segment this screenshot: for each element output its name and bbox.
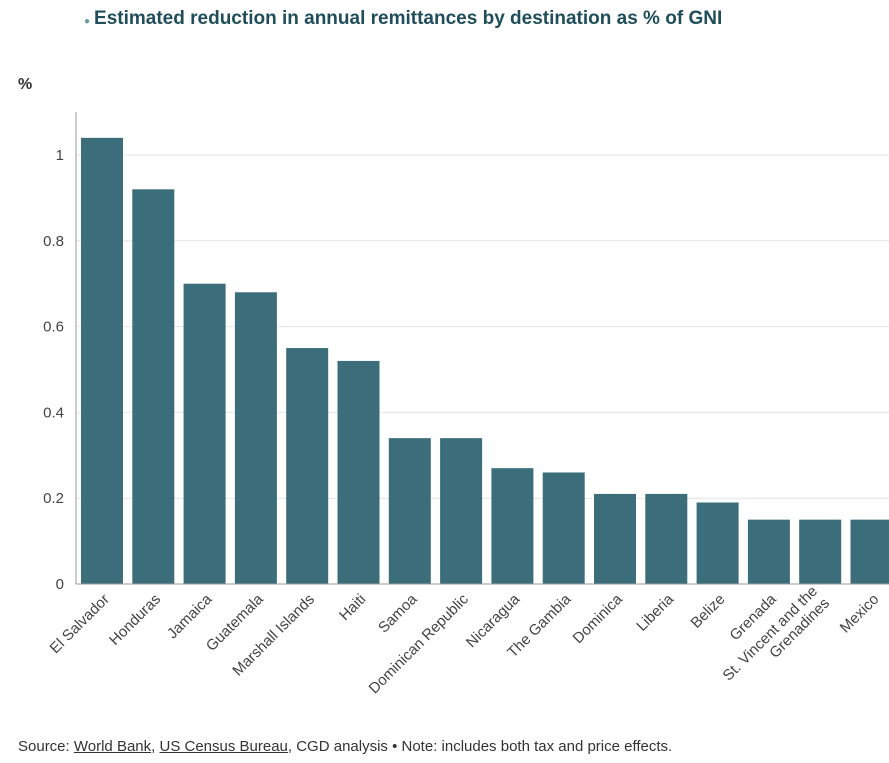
source-link-us-census-bureau[interactable]: US Census Bureau (159, 738, 288, 755)
bar (594, 493, 636, 584)
bar (183, 283, 226, 584)
bar (542, 472, 585, 584)
footer-prefix: Source: (18, 738, 74, 755)
title-bullet-icon: ● (84, 16, 91, 27)
bar (388, 438, 431, 584)
source-link-world-bank[interactable]: World Bank (73, 738, 152, 755)
x-category-label: Honduras (106, 591, 164, 649)
x-category-label: Haiti (336, 591, 369, 624)
bar (747, 519, 790, 584)
bar (491, 468, 534, 584)
x-category-label: Samoa (375, 590, 421, 636)
bar (234, 292, 277, 584)
y-axis-label: % (18, 76, 33, 93)
chart-title: ● Estimated reduction in annual remittanc… (84, 8, 722, 30)
footer-suffix: , CGD analysis • Note: includes both tax… (287, 738, 673, 755)
bar (850, 519, 889, 584)
x-category-label: Liberia (633, 590, 677, 634)
y-tick-label: 0.6 (43, 319, 64, 336)
bar (132, 189, 175, 584)
bar (645, 493, 688, 584)
bar (286, 348, 329, 584)
footer-separator: , (151, 738, 160, 755)
x-category-label: Dominican Republic (366, 590, 473, 697)
y-tick-label: 0 (56, 576, 64, 593)
x-category-label: El Salvador (47, 591, 113, 657)
bar (696, 502, 739, 584)
bar (337, 360, 380, 584)
y-tick-label: 1 (56, 147, 64, 164)
chart-title-text: Estimated reduction in annual remittance… (94, 8, 723, 29)
y-tick-label: 0.4 (43, 404, 64, 421)
footer-source-note: Source: World Bank, US Census Bureau, CG… (18, 738, 672, 755)
x-category-label: Dominica (570, 590, 627, 647)
x-category-label: Mexico (837, 591, 883, 637)
bar (799, 519, 842, 584)
x-category-label: Belize (688, 591, 729, 632)
bar (440, 438, 483, 584)
y-tick-label: 0.8 (43, 233, 64, 250)
bar (81, 137, 123, 584)
x-category-label: Jamaica (164, 590, 216, 642)
y-tick-label: 0.2 (43, 490, 64, 507)
